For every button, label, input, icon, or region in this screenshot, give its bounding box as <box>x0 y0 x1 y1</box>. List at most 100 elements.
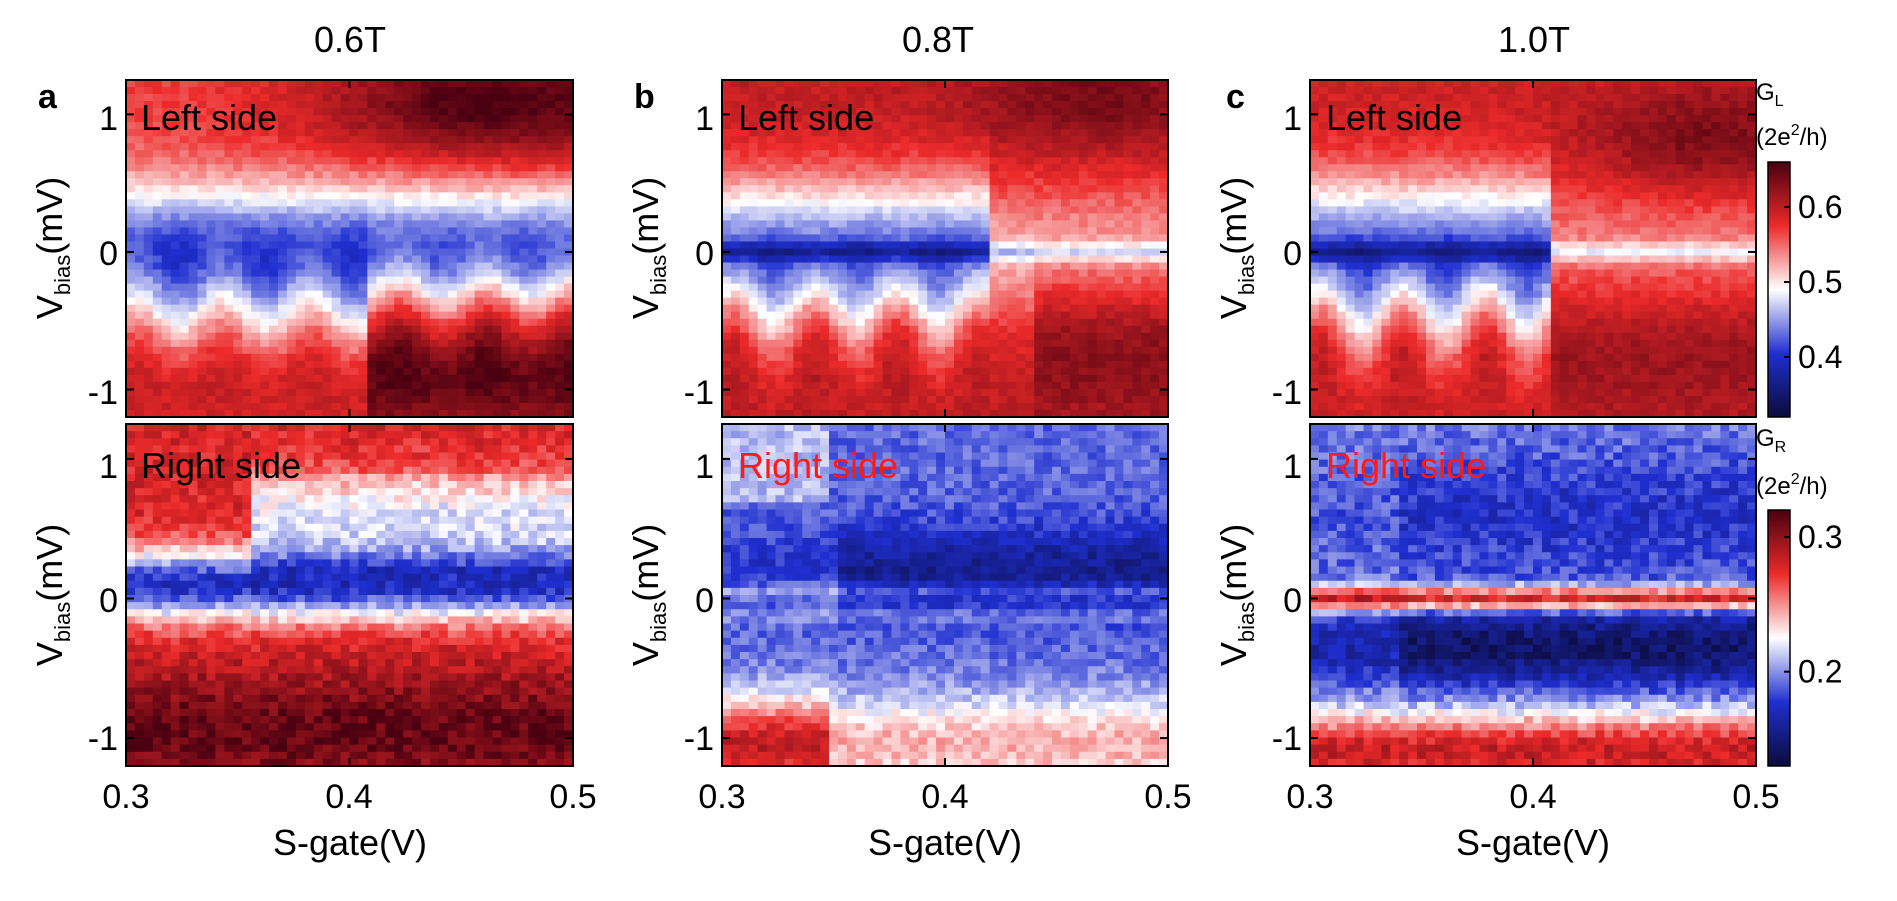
heatmap-cell <box>429 452 440 461</box>
heatmap-cell <box>376 185 386 193</box>
heatmap-cell <box>367 573 377 582</box>
heatmap-cell <box>510 559 520 568</box>
heatmap-cell <box>421 94 431 102</box>
heatmap-cell <box>277 509 288 518</box>
heatmap-cell <box>206 367 216 376</box>
heatmap-cell <box>376 101 386 109</box>
heatmap-cell <box>385 595 395 603</box>
heatmap-cell <box>313 255 324 264</box>
heatmap-cell <box>161 395 172 404</box>
heatmap-cell <box>331 552 342 560</box>
heatmap-cell <box>215 332 225 341</box>
heatmap-cell <box>483 701 494 710</box>
heatmap-cell <box>251 751 261 760</box>
heatmap-cell <box>349 509 360 518</box>
heatmap-cell <box>385 360 395 369</box>
heatmap-cell <box>179 431 190 439</box>
heatmap-cell <box>322 276 333 285</box>
heatmap-cell <box>456 609 467 617</box>
heatmap-cell <box>286 438 297 446</box>
heatmap-cell <box>555 602 565 610</box>
heatmap-cell <box>126 431 136 439</box>
heatmap-cell <box>188 744 199 753</box>
heatmap-cell <box>188 502 199 511</box>
heatmap-cell <box>421 395 431 404</box>
heatmap-cell <box>331 602 342 610</box>
heatmap-cell <box>197 87 208 95</box>
heatmap-cell <box>143 409 154 418</box>
heatmap-cell <box>412 737 422 746</box>
heatmap-cell <box>483 602 494 610</box>
heatmap-cell <box>412 332 422 341</box>
heatmap-cell <box>438 157 449 165</box>
heatmap-cell <box>170 516 181 525</box>
heatmap-cell <box>179 409 190 418</box>
heatmap-cell <box>510 402 520 411</box>
heatmap-cell <box>179 694 190 703</box>
heatmap-cell <box>242 730 252 739</box>
heatmap-cell <box>340 290 351 299</box>
heatmap-cell <box>492 374 503 383</box>
heatmap-cell <box>528 573 538 582</box>
heatmap-cell <box>564 220 574 229</box>
heatmap-cell <box>349 445 360 454</box>
heatmap-cell <box>385 466 395 475</box>
heatmap-cell <box>233 325 243 334</box>
heatmap-cell <box>564 269 574 278</box>
heatmap-cell <box>295 402 306 411</box>
heatmap-cell <box>260 346 270 355</box>
heatmap-cell <box>242 452 252 461</box>
heatmap-cell <box>322 213 333 222</box>
heatmap-cell <box>251 297 261 306</box>
heatmap-cell <box>447 744 458 753</box>
heatmap-cell <box>313 395 324 404</box>
heatmap-cell <box>367 694 377 703</box>
heatmap-cell <box>188 402 199 411</box>
heatmap-cell <box>277 694 288 703</box>
heatmap-cell <box>126 171 136 179</box>
heatmap-cell <box>474 502 485 511</box>
heatmap-cell <box>134 758 145 767</box>
heatmap-cell <box>233 178 243 186</box>
heatmap-cell <box>358 730 368 739</box>
heatmap-cell <box>260 609 270 617</box>
heatmap-cell <box>295 290 306 299</box>
heatmap-cell <box>438 115 449 123</box>
heatmap-cell <box>215 481 225 489</box>
heatmap-cell <box>170 666 181 674</box>
heatmap-cell <box>340 481 351 489</box>
heatmap-cell <box>421 339 431 348</box>
heatmap-cell <box>555 481 565 489</box>
heatmap-cell <box>349 616 360 625</box>
heatmap-cell <box>429 255 440 264</box>
heatmap-cell <box>501 304 512 313</box>
heatmap-cell <box>501 234 512 243</box>
heatmap-cell <box>126 374 136 383</box>
heatmap-cell <box>304 101 315 109</box>
heatmap-cell <box>510 516 520 525</box>
heatmap-cell <box>385 566 395 575</box>
heatmap-cell <box>421 673 431 682</box>
heatmap-cell <box>295 473 306 482</box>
heatmap-cell <box>412 150 422 158</box>
heatmap-cell <box>519 559 529 568</box>
heatmap-cell <box>331 616 342 625</box>
heatmap-cell <box>277 381 288 390</box>
heatmap-cell <box>304 395 315 404</box>
heatmap-cell <box>322 587 333 596</box>
heatmap-cell <box>215 325 225 334</box>
heatmap-cell <box>188 157 199 165</box>
heatmap-cell <box>438 94 449 102</box>
heatmap-cell <box>161 402 172 411</box>
heatmap-cell <box>349 255 360 264</box>
heatmap-cell <box>748 234 759 243</box>
heatmap-cell <box>179 227 190 236</box>
heatmap-cell <box>358 481 368 489</box>
heatmap-cell <box>564 609 574 617</box>
heatmap-cell <box>465 758 476 767</box>
heatmap-cell <box>537 87 547 95</box>
heatmap-cell <box>528 644 538 653</box>
heatmap-cell <box>251 630 261 639</box>
heatmap-cell <box>286 523 297 532</box>
heatmap-cell <box>313 108 324 116</box>
